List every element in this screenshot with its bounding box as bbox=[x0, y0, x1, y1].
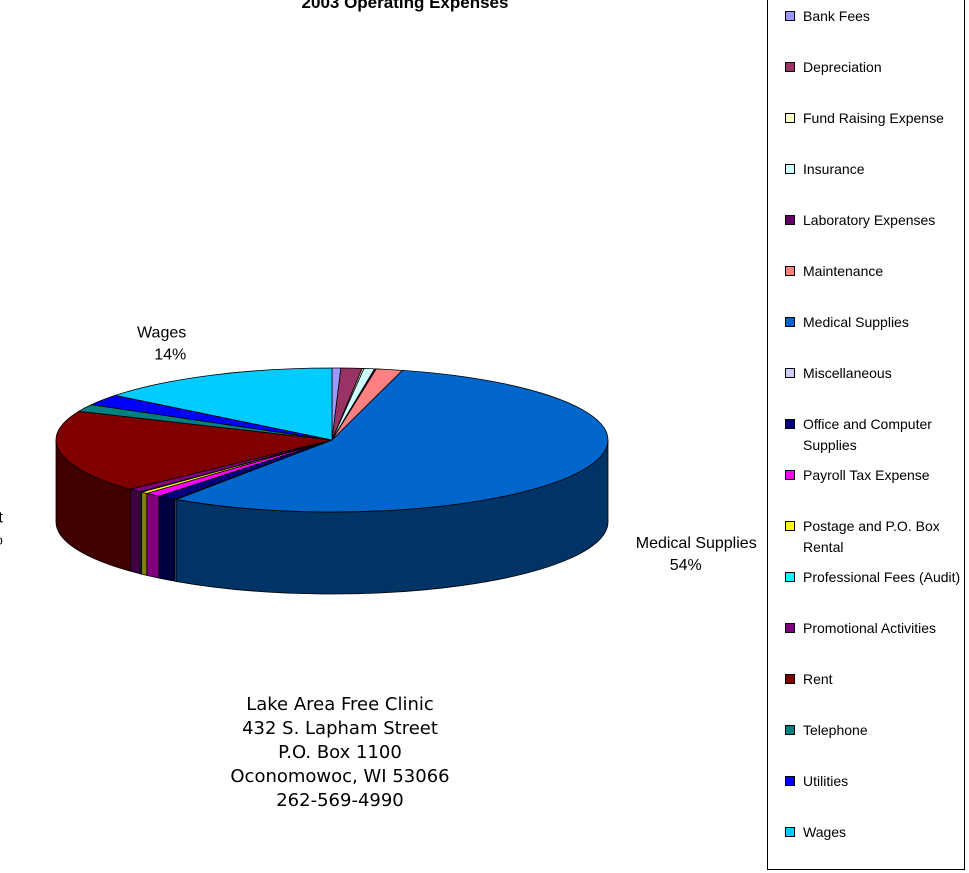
legend-label: Laboratory Expenses bbox=[803, 212, 936, 228]
legend-swatch bbox=[785, 521, 795, 531]
legend-item-professional-fees-audit: Professional Fees (Audit) bbox=[785, 567, 965, 588]
legend-swatch bbox=[785, 776, 795, 786]
legend-label: Medical Supplies bbox=[803, 314, 909, 330]
legend-swatch bbox=[785, 215, 795, 225]
legend-swatch bbox=[785, 725, 795, 735]
address-line-1: Lake Area Free Clinic bbox=[246, 694, 434, 715]
chart-title: 2003 Operating Expenses bbox=[301, 0, 509, 12]
pie-slice-rent bbox=[55, 410, 333, 490]
legend-swatch bbox=[785, 266, 795, 276]
legend-label: Insurance bbox=[803, 161, 865, 177]
address-line-5: 262-569-4990 bbox=[276, 790, 404, 811]
legend-swatch bbox=[785, 623, 795, 633]
pie-side-office-and-computer-supplies bbox=[158, 495, 176, 582]
legend-label: Telephone bbox=[803, 722, 868, 738]
pie-slice-medical-supplies bbox=[174, 369, 609, 513]
legend-item-depreciation: Depreciation bbox=[785, 57, 965, 78]
legend-item-fund-raising-expense: Fund Raising Expense bbox=[785, 108, 965, 129]
legend-item-laboratory-expenses: Laboratory Expenses bbox=[785, 210, 965, 231]
data-label-wages-percent: 14% bbox=[154, 346, 186, 363]
legend-label: Bank Fees bbox=[803, 8, 870, 24]
legend-item-utilities: Utilities bbox=[785, 771, 965, 792]
legend-label: Depreciation bbox=[803, 59, 882, 75]
legend-swatch bbox=[785, 62, 795, 72]
legend-item-miscellaneous: Miscellaneous bbox=[785, 363, 965, 384]
data-label-rent-name: Rent bbox=[0, 509, 3, 526]
legend-label: Rent bbox=[803, 671, 833, 687]
legend-item-bank-fees: Bank Fees bbox=[785, 6, 965, 27]
legend-swatch bbox=[785, 470, 795, 480]
data-label-medical-supplies-percent: 54% bbox=[670, 557, 702, 574]
pie-side-promotional-activities bbox=[129, 488, 141, 575]
address-line-4: Oconomowoc, WI 53066 bbox=[230, 766, 450, 787]
legend-label: Postage and P.O. Box Rental bbox=[803, 518, 940, 555]
legend-label: Fund Raising Expense bbox=[803, 110, 944, 126]
legend-item-office-and-computer-supplies: Office and Computer Supplies bbox=[785, 414, 965, 456]
legend-label: Promotional Activities bbox=[803, 620, 937, 636]
data-label-wages-name: Wages bbox=[137, 324, 186, 341]
legend-label: Wages bbox=[803, 824, 847, 840]
legend-swatch bbox=[785, 827, 795, 837]
legend-item-payroll-tax-expense: Payroll Tax Expense bbox=[785, 465, 965, 486]
legend-label: Utilities bbox=[803, 773, 849, 789]
legend-swatch bbox=[785, 11, 795, 21]
legend-swatch bbox=[785, 317, 795, 327]
pie-side-postage-and-p-o-box-rental bbox=[141, 491, 148, 576]
legend-label: Miscellaneous bbox=[803, 365, 892, 381]
legend-item-telephone: Telephone bbox=[785, 720, 965, 741]
legend-item-medical-supplies: Medical Supplies bbox=[785, 312, 965, 333]
clinic-address: Lake Area Free Clinic 432 S. Lapham Stre… bbox=[170, 693, 510, 813]
legend-swatch bbox=[785, 164, 795, 174]
legend-item-postage-and-p-o-box-rental: Postage and P.O. Box Rental bbox=[785, 516, 965, 558]
legend-item-promotional-activities: Promotional Activities bbox=[785, 618, 965, 639]
data-label-medical-supplies-name: Medical Supplies bbox=[636, 535, 757, 552]
legend-swatch bbox=[785, 113, 795, 123]
legend-label: Maintenance bbox=[803, 263, 884, 279]
legend-swatch bbox=[785, 674, 795, 684]
legend-item-maintenance: Maintenance bbox=[785, 261, 965, 282]
legend-item-wages: Wages bbox=[785, 822, 965, 843]
chart-legend: Bank Fees Depreciation Fund Raising Expens… bbox=[767, 0, 965, 870]
data-label-rent-percent: 18% bbox=[0, 531, 3, 548]
legend-item-rent: Rent bbox=[785, 669, 965, 690]
legend-swatch bbox=[785, 368, 795, 378]
legend-item-insurance: Insurance bbox=[785, 159, 965, 180]
pie-slice-wages bbox=[113, 367, 333, 441]
address-line-3: P.O. Box 1100 bbox=[278, 742, 402, 763]
address-line-2: 432 S. Lapham Street bbox=[242, 718, 438, 739]
legend-label: Professional Fees (Audit) bbox=[803, 569, 961, 585]
pie-side-payroll-tax-expense bbox=[146, 492, 160, 579]
legend-swatch bbox=[785, 419, 795, 429]
legend-label: Office and Computer Supplies bbox=[803, 416, 932, 453]
legend-swatch bbox=[785, 572, 795, 582]
legend-label: Payroll Tax Expense bbox=[803, 467, 930, 483]
